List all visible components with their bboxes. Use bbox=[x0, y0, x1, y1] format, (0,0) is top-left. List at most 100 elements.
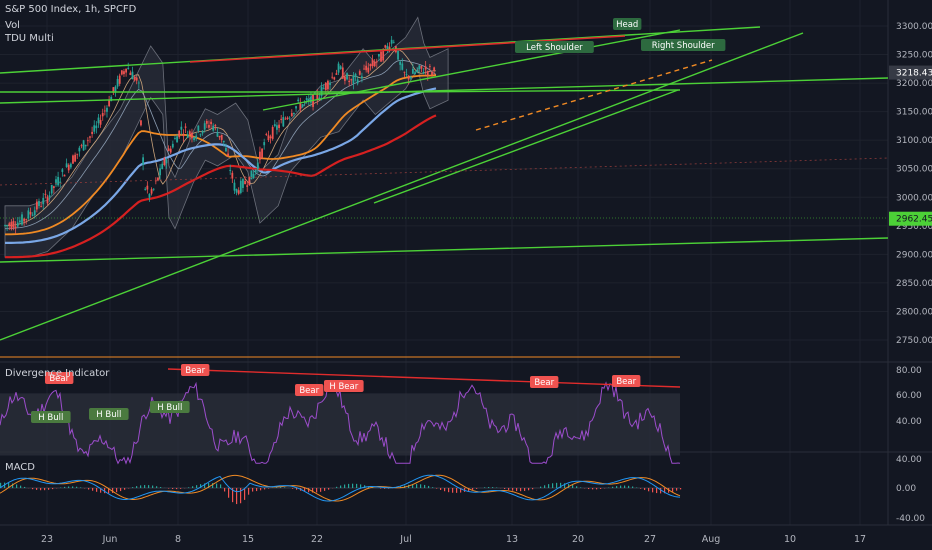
candle-body bbox=[407, 75, 410, 80]
macd-histogram-bar bbox=[156, 486, 158, 488]
candle-body bbox=[418, 65, 421, 70]
candle-body bbox=[112, 87, 115, 93]
macd-histogram-bar bbox=[424, 484, 426, 488]
candle-body bbox=[123, 71, 125, 75]
macd-histogram-bar bbox=[24, 486, 26, 488]
candle-body bbox=[278, 124, 280, 129]
candle-body bbox=[405, 74, 408, 75]
candle-body bbox=[195, 135, 198, 139]
candle-body bbox=[222, 140, 225, 143]
price-tick-label: 2900.00 bbox=[896, 250, 932, 260]
macd-histogram-bar bbox=[648, 488, 650, 492]
h-bull-label-3: H Bull bbox=[157, 403, 182, 413]
macd-histogram-bar bbox=[360, 484, 362, 488]
candle-body bbox=[229, 169, 232, 171]
macd-histogram-bar bbox=[148, 485, 150, 488]
candle-body bbox=[414, 72, 416, 75]
candle-body bbox=[220, 134, 223, 140]
candle-body bbox=[256, 162, 259, 170]
time-tick-label: 20 bbox=[572, 534, 584, 545]
candle-body bbox=[212, 125, 215, 131]
time-tick-label: Jun bbox=[102, 534, 118, 545]
candle-body bbox=[244, 181, 246, 185]
candle-body bbox=[369, 64, 372, 67]
right-shoulder-label-bg bbox=[641, 39, 726, 51]
candle-body bbox=[61, 169, 64, 172]
left-shoulder-label: Left Shoulder bbox=[526, 43, 583, 53]
candle-body bbox=[84, 144, 87, 147]
candle-body bbox=[265, 133, 268, 135]
macd-histogram-bar bbox=[32, 488, 34, 490]
macd-histogram-bar bbox=[468, 488, 470, 491]
candle-body bbox=[246, 185, 249, 187]
rsi-tick-label: 60.00 bbox=[896, 391, 922, 401]
macd-histogram-bar bbox=[384, 488, 386, 489]
time-tick-label: 8 bbox=[175, 534, 181, 545]
candle-body bbox=[409, 76, 412, 79]
macd-histogram-bar bbox=[92, 488, 94, 491]
candle-body bbox=[384, 45, 387, 48]
candle-body bbox=[386, 45, 389, 51]
candle-body bbox=[157, 177, 159, 181]
candle-body bbox=[38, 201, 40, 207]
candle-body bbox=[307, 98, 310, 102]
candle-body bbox=[148, 193, 151, 198]
bear-label-2: Bear bbox=[185, 366, 205, 376]
lower-support-line bbox=[0, 237, 889, 263]
candle-body bbox=[373, 61, 376, 67]
chart-title: S&P 500 Index, 1h, SPCFD bbox=[5, 4, 137, 15]
macd-histogram-bar bbox=[120, 488, 122, 492]
macd-histogram-bar bbox=[512, 488, 514, 491]
candle-body bbox=[57, 176, 60, 186]
rsi-tick-label: 40.00 bbox=[896, 417, 922, 427]
macd-histogram-bar bbox=[144, 485, 146, 488]
candle-body bbox=[299, 103, 302, 110]
candle-body bbox=[72, 155, 74, 164]
candle-body bbox=[378, 54, 380, 57]
candle-body bbox=[210, 121, 212, 125]
macd-histogram-bar bbox=[600, 488, 602, 489]
candle-body bbox=[424, 66, 427, 70]
candle-body bbox=[361, 76, 363, 79]
upper-trend-line bbox=[262, 29, 681, 111]
candle-body bbox=[193, 137, 195, 141]
candle-body bbox=[358, 71, 361, 75]
macd-histogram-bar bbox=[0, 482, 2, 488]
bear-label-3-bg bbox=[295, 384, 324, 396]
candle-body bbox=[293, 112, 295, 115]
candle-body bbox=[197, 125, 200, 131]
trendlines[interactable] bbox=[0, 26, 889, 358]
time-tick-label: Jul bbox=[399, 534, 411, 545]
macd-histogram-bar bbox=[304, 488, 306, 492]
macd-histogram-bar bbox=[676, 488, 678, 491]
candle-body bbox=[35, 201, 38, 210]
candle-body bbox=[273, 124, 276, 127]
candle-body bbox=[69, 163, 72, 168]
candle-body bbox=[44, 193, 47, 195]
candle-body bbox=[316, 93, 319, 100]
macd-histogram-bar bbox=[48, 488, 50, 490]
dotted-level-line bbox=[0, 157, 889, 186]
candle-body bbox=[284, 118, 287, 120]
candle-body bbox=[33, 210, 36, 215]
bear-label-2-bg bbox=[181, 364, 210, 376]
candle-body bbox=[352, 75, 355, 84]
candle-body bbox=[114, 86, 117, 93]
price-tick-label: 3250.00 bbox=[896, 51, 932, 61]
macd-histogram-bar bbox=[36, 488, 38, 490]
candle-body bbox=[167, 148, 170, 151]
candle-body bbox=[78, 147, 81, 152]
candle-body bbox=[161, 163, 164, 169]
macd-title: MACD bbox=[5, 462, 35, 473]
candle-body bbox=[214, 125, 217, 127]
macd-histogram-bar bbox=[452, 488, 454, 493]
macd-histogram-bar bbox=[548, 484, 550, 488]
macd-histogram-bar bbox=[628, 485, 630, 488]
rsi-band bbox=[0, 393, 680, 456]
macd-histogram-bar bbox=[644, 488, 646, 491]
ichimoku-cloud bbox=[4, 16, 449, 258]
macd-histogram-bar bbox=[488, 487, 490, 488]
macd-histogram-bar bbox=[624, 485, 626, 488]
macd-histogram-bar bbox=[104, 488, 106, 494]
